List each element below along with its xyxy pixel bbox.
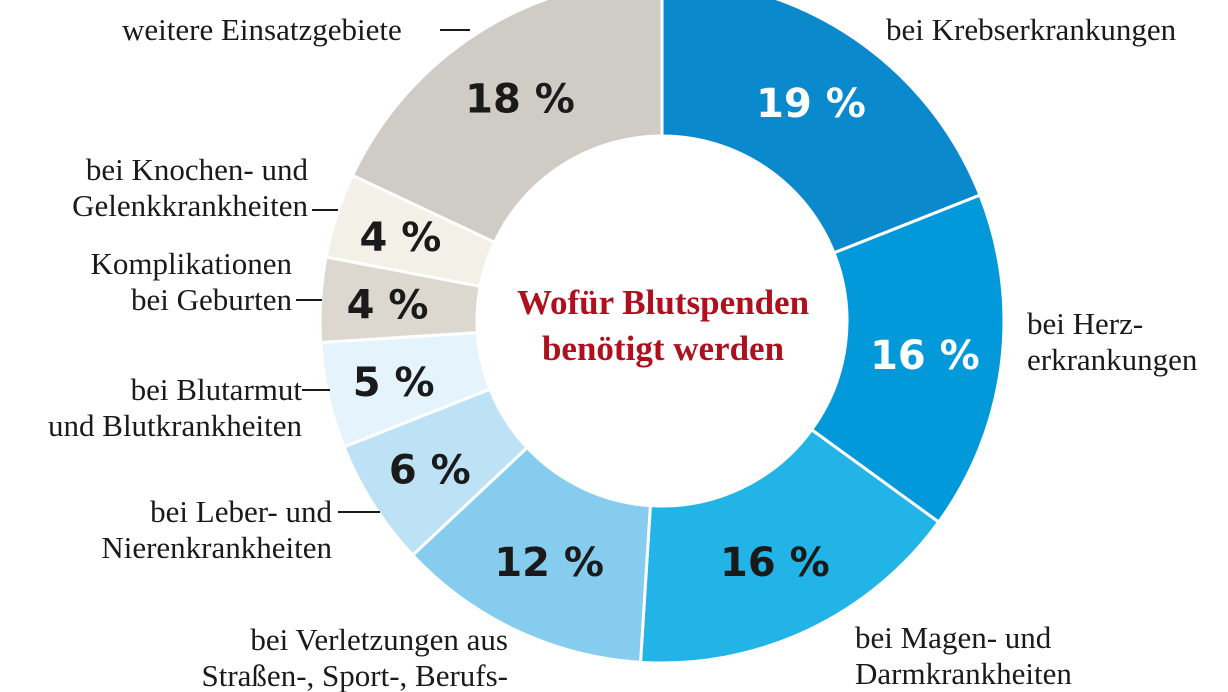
title-line-1: Wofür Blutspenden — [516, 283, 810, 322]
label-blut: bei Blutarmut und Blutkrankheiten — [48, 372, 302, 444]
label-verletzungen-2: Straßen-, Sport-, Berufs- — [201, 658, 509, 692]
label-magen-2: Darmkrankheiten — [855, 656, 1072, 691]
label-krebs: bei Krebserkrankungen — [886, 12, 1177, 47]
label-herz: bei Herz- erkrankungen — [1027, 306, 1197, 378]
slice-value-label-8: 18 % — [465, 76, 575, 122]
slice-value-label-5: 5 % — [353, 360, 435, 406]
slice-value-label-2: 16 % — [720, 540, 830, 586]
label-magen-1: bei Magen- und — [855, 620, 1052, 655]
label-leber-1: bei Leber- und — [150, 494, 332, 529]
slice-value-label-7: 4 % — [360, 215, 442, 261]
label-knochen-1: bei Knochen- und — [85, 152, 308, 187]
label-leber: bei Leber- und Nierenkrankheiten — [101, 494, 332, 566]
slice-value-label-0: 19 % — [756, 81, 866, 127]
label-knochen-2: Gelenkkrankheiten — [72, 188, 308, 223]
label-geburten-2: bei Geburten — [131, 282, 292, 317]
slice-8 — [350, 0, 664, 245]
label-leber-2: Nierenkrankheiten — [101, 530, 332, 565]
title-line-2: benötigt werden — [541, 329, 785, 368]
label-blut-2: und Blutkrankheiten — [48, 408, 302, 443]
slice-2 — [638, 427, 941, 665]
label-herz-1: bei Herz- — [1027, 306, 1144, 341]
slice-value-label-1: 16 % — [870, 333, 980, 379]
label-magen: bei Magen- und Darmkrankheiten — [855, 620, 1072, 692]
slice-value-label-6: 4 % — [347, 283, 429, 329]
label-weitere: weitere Einsatzgebiete — [122, 12, 402, 47]
slice-0 — [660, 0, 982, 255]
label-knochen: bei Knochen- und Gelenkkrankheiten — [72, 152, 308, 224]
label-verletzungen-1: bei Verletzungen aus — [250, 622, 508, 657]
label-blut-1: bei Blutarmut — [130, 372, 302, 407]
label-verletzungen: bei Verletzungen aus Straßen-, Sport-, B… — [202, 622, 509, 692]
label-herz-2: erkrankungen — [1027, 342, 1198, 377]
chart-title: Wofür Blutspenden benötigt werden — [482, 280, 844, 372]
slice-value-label-3: 12 % — [494, 540, 604, 586]
slice-1 — [809, 193, 1006, 525]
label-geburten: Komplikationen bei Geburten — [91, 246, 292, 318]
label-geburten-1: Komplikationen — [90, 246, 292, 281]
slice-value-label-4: 6 % — [389, 447, 471, 493]
